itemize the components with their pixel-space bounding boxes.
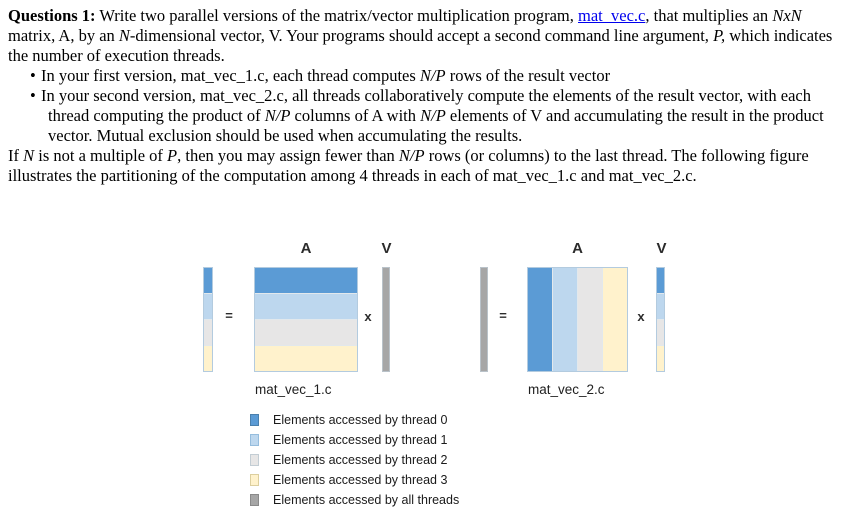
vector-segment-thread1	[657, 293, 664, 319]
vector-segment-thread3	[657, 345, 664, 371]
matrix-column-thread3	[602, 268, 627, 371]
text-segment: NxN	[772, 6, 802, 25]
text-segment: N	[23, 146, 35, 165]
text-segment: N/P	[398, 146, 425, 165]
question-text: Questions 1: Write two parallel versions…	[8, 6, 851, 186]
text-segment: N/P	[419, 66, 446, 85]
matrix-a-row-partitioned	[254, 267, 358, 372]
text-segment: N	[118, 26, 130, 45]
thread2-color-swatch	[250, 454, 259, 466]
text-segment: rows (or columns) to the last thread. Th…	[8, 146, 809, 185]
text-segment: If	[8, 146, 24, 165]
equals-sign: =	[225, 308, 233, 323]
legend-label: Elements accessed by thread 2	[273, 453, 448, 467]
result-segment-thread2	[204, 319, 212, 345]
bullet-list: In your first version, mat_vec_1.c, each…	[8, 66, 851, 146]
legend-label: Elements accessed by thread 0	[273, 413, 448, 427]
text-segment: , that multiplies an	[645, 6, 773, 25]
vector-v-all-threads	[382, 267, 390, 372]
text-segment: matrix, A, by an	[8, 26, 119, 45]
text-segment: rows of the result vector	[445, 66, 611, 85]
text-segment: , then you may assign fewer than	[177, 146, 399, 165]
all-threads-color-swatch	[250, 494, 259, 506]
matrix-a-label: A	[572, 240, 583, 257]
thread0-color-swatch	[250, 414, 259, 426]
legend-item-thread2: Elements accessed by thread 2	[250, 453, 459, 467]
vector-v-label: V	[656, 240, 667, 257]
diagram-caption: mat_vec_2.c	[528, 382, 605, 397]
legend-item-thread1: Elements accessed by thread 1	[250, 433, 459, 447]
result-vector-all-threads	[480, 267, 488, 372]
text-segment: -dimensional vector, V. Your programs sh…	[129, 26, 714, 45]
matrix-row-thread0	[255, 268, 357, 293]
text-segment: Write two parallel versions of the matri…	[95, 6, 579, 25]
matrix-row-thread2	[255, 319, 357, 345]
legend-item-thread3: Elements accessed by thread 3	[250, 473, 459, 487]
legend-label: Elements accessed by all threads	[273, 493, 460, 507]
text-segment: In your second version, mat_vec_2.c, all…	[41, 86, 811, 125]
result-segment-thread0	[204, 268, 212, 293]
text-segment: Questions 1:	[8, 6, 96, 25]
multiply-sign: x	[637, 309, 645, 324]
bullet-item-second-version: In your second version, mat_vec_2.c, all…	[8, 86, 851, 146]
text-segment: is not a multiple of	[34, 146, 168, 165]
bullet-item-first-version: In your first version, mat_vec_1.c, each…	[8, 66, 851, 86]
mat-vec-link[interactable]: mat_vec.c	[578, 6, 646, 25]
text-segment: N/P	[264, 106, 291, 125]
thread1-color-swatch	[250, 434, 259, 446]
text-segment: N/P	[420, 106, 446, 125]
figure-legend: Elements accessed by thread 0 Elements a…	[250, 413, 459, 513]
text-segment: elements of V and accumulating the resul…	[48, 106, 824, 145]
vector-segment-thread0	[657, 268, 664, 293]
legend-item-thread0: Elements accessed by thread 0	[250, 413, 459, 427]
equals-sign: =	[499, 308, 507, 323]
vector-v-segment-partitioned	[656, 267, 665, 372]
intro-paragraph: Questions 1: Write two parallel versions…	[8, 6, 851, 66]
text-segment: P,	[713, 26, 726, 45]
text-segment: columns of A with	[290, 106, 421, 125]
matrix-column-thread0	[528, 268, 552, 371]
matrix-column-thread1	[552, 268, 577, 371]
diagram-caption: mat_vec_1.c	[255, 382, 332, 397]
matrix-a-label: A	[300, 240, 312, 257]
closing-paragraph: If N is not a multiple of P, then you ma…	[8, 146, 851, 186]
result-segment-thread3	[204, 345, 212, 371]
matrix-row-thread1	[255, 293, 357, 319]
text-segment: In your first version, mat_vec_1.c, each…	[41, 66, 420, 85]
vector-v-label: V	[381, 240, 392, 257]
legend-label: Elements accessed by thread 3	[273, 473, 448, 487]
multiply-sign: x	[364, 309, 372, 324]
text-segment: P	[167, 146, 178, 165]
matrix-row-thread3	[255, 345, 357, 371]
vector-segment-thread2	[657, 319, 664, 345]
legend-label: Elements accessed by thread 1	[273, 433, 448, 447]
text-segment: which indicates the number of execution …	[8, 26, 833, 65]
matrix-column-thread2	[577, 268, 602, 371]
result-vector-row-partitioned	[203, 267, 213, 372]
legend-item-all-threads: Elements accessed by all threads	[250, 493, 459, 507]
thread3-color-swatch	[250, 474, 259, 486]
matrix-a-column-partitioned	[527, 267, 628, 372]
result-segment-thread1	[204, 293, 212, 319]
